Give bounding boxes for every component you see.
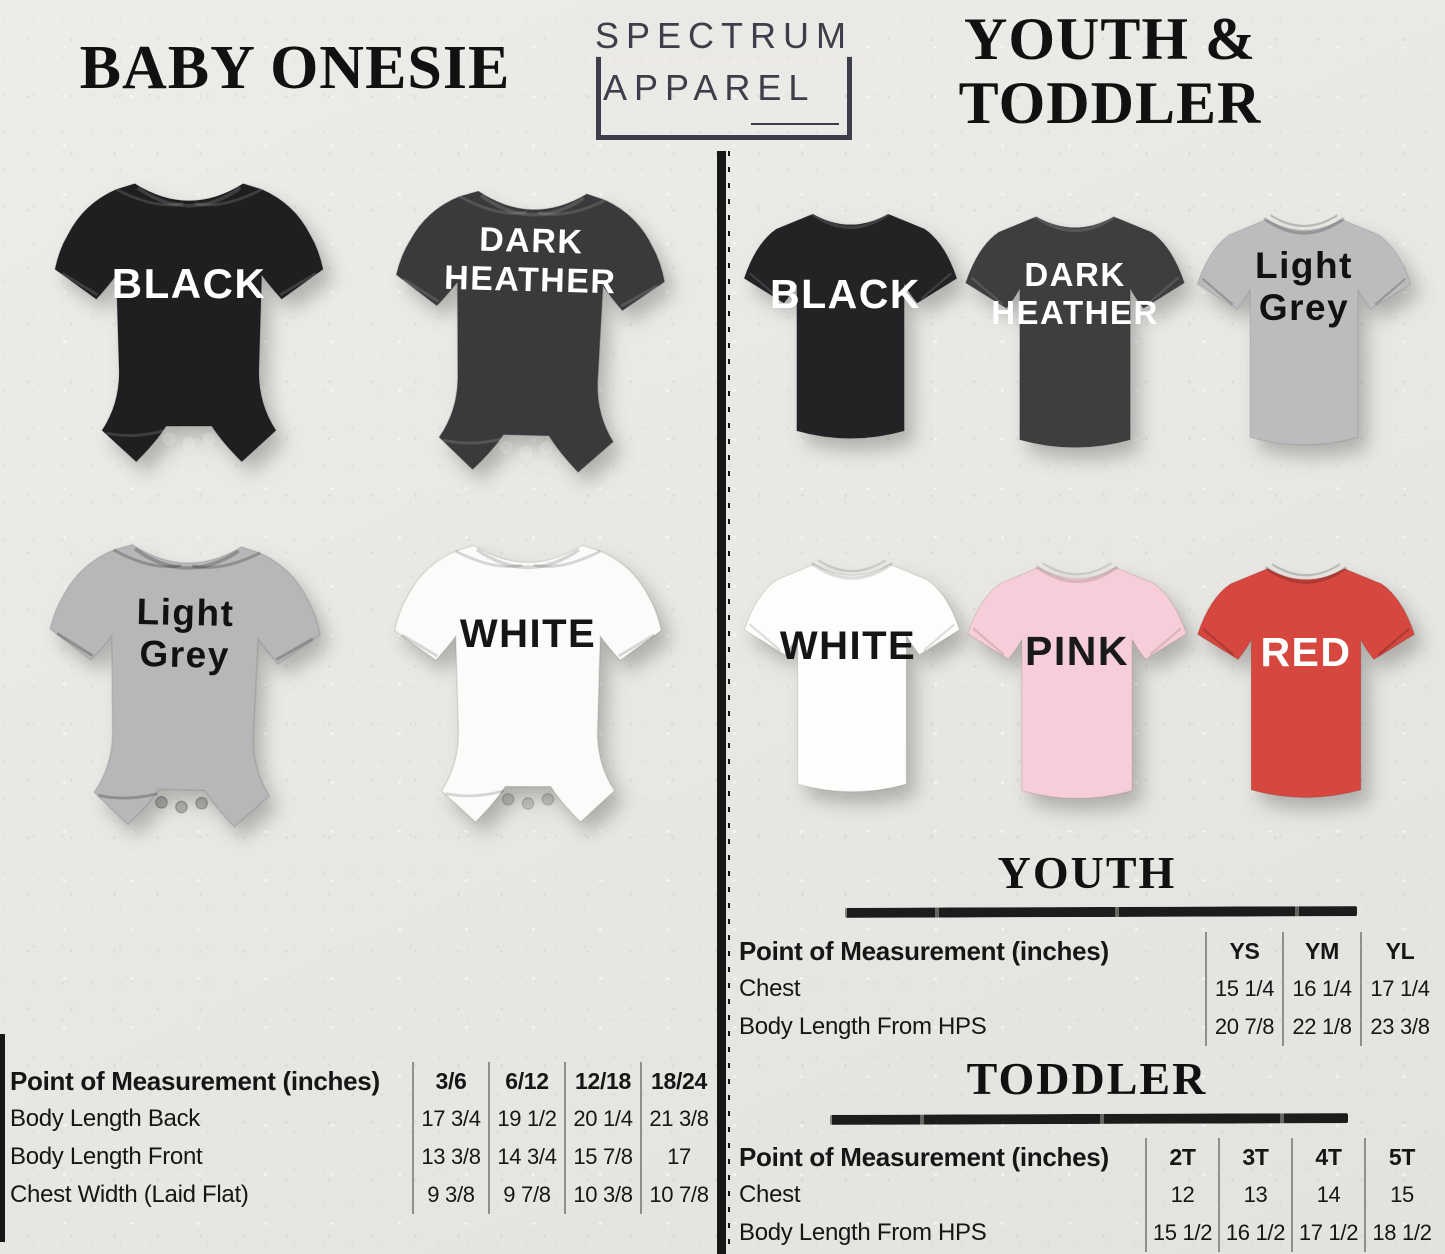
size-value: 18 1/2 — [1364, 1214, 1438, 1252]
size-col-header: 12/18 — [564, 1062, 640, 1100]
size-value: 12 — [1145, 1176, 1218, 1214]
size-value: 20 7/8 — [1205, 1008, 1282, 1046]
measurement-header: Point of Measurement (inches) — [739, 1141, 1109, 1172]
baby-onesie-title: BABY ONESIE — [79, 34, 511, 102]
color-label: Light Grey — [1255, 244, 1353, 329]
size-value: 23 3/8 — [1360, 1008, 1438, 1046]
brand-subname: APPAREL — [603, 67, 816, 109]
color-label: PINK — [1025, 627, 1129, 674]
size-value: 13 — [1218, 1176, 1291, 1214]
toddler-heading-underline-bar — [829, 1113, 1349, 1125]
size-value: 19 1/2 — [488, 1100, 564, 1138]
toddler-size-table: Point of Measurement (inches) 2T 3T 4T 5… — [737, 1138, 1438, 1252]
size-value: 17 1/2 — [1291, 1214, 1364, 1252]
youth-heading: YOUTH — [997, 847, 1177, 898]
size-col-header: 3/6 — [412, 1062, 488, 1100]
row-label: Body Length From HPS — [739, 1219, 987, 1246]
row-label: Chest Width (Laid Flat) — [10, 1181, 249, 1208]
baby-onesie-black: BLACK — [28, 158, 350, 486]
size-col-header: 4T — [1291, 1138, 1364, 1176]
size-value: 16 1/2 — [1218, 1214, 1291, 1252]
size-value: 9 3/8 — [412, 1176, 488, 1214]
size-value: 14 3/4 — [488, 1138, 564, 1176]
size-value: 15 1/2 — [1145, 1214, 1218, 1252]
vertical-divider-line — [717, 151, 730, 1254]
size-col-header: YL — [1360, 932, 1438, 970]
tshirt-graphic — [742, 558, 962, 794]
tee-red: RED — [1180, 523, 1432, 853]
color-label: DARK HEATHER — [443, 220, 617, 301]
size-value: 21 3/8 — [640, 1100, 716, 1138]
size-value: 16 1/4 — [1282, 970, 1360, 1008]
page-edge-sliver — [0, 1034, 5, 1242]
tee-light-grey: Light Grey — [1180, 172, 1428, 502]
size-value: 17 — [640, 1138, 716, 1176]
baby-onesie-dark-heather: DARK HEATHER — [368, 156, 691, 506]
size-value: 17 1/4 — [1360, 970, 1438, 1008]
tee-white: WHITE — [727, 516, 977, 850]
toddler-heading: TODDLER — [966, 1053, 1208, 1104]
onesie-graphic — [389, 187, 669, 477]
color-label: BLACK — [770, 271, 921, 318]
color-label: RED — [1260, 628, 1352, 675]
size-value: 14 — [1291, 1176, 1364, 1214]
baby-onesie-light-grey: Light Grey — [22, 509, 345, 862]
size-value: 13 3/8 — [412, 1138, 488, 1176]
size-value: 15 — [1364, 1176, 1438, 1214]
size-col-header: 2T — [1145, 1138, 1218, 1176]
row-label: Chest — [739, 975, 801, 1002]
row-label: Body Length From HPS — [739, 1013, 987, 1040]
color-label: WHITE — [459, 612, 597, 657]
size-col-header: 18/24 — [640, 1062, 716, 1100]
youth-size-table: Point of Measurement (inches) YS YM YL C… — [737, 932, 1438, 1046]
brand-name: SPECTRUM — [585, 14, 863, 57]
measurement-header: Point of Measurement (inches) — [10, 1065, 380, 1096]
size-value: 15 1/4 — [1205, 970, 1282, 1008]
row-label: Chest — [739, 1181, 801, 1208]
size-value: 9 7/8 — [488, 1176, 564, 1214]
onesie-graphic — [392, 543, 664, 824]
tee-pink: PINK — [950, 520, 1204, 856]
row-label: Body Length Front — [10, 1143, 203, 1170]
size-value: 10 3/8 — [564, 1176, 640, 1214]
size-col-header: YM — [1282, 932, 1360, 970]
measurement-header: Point of Measurement (inches) — [739, 935, 1109, 966]
size-value: 10 7/8 — [640, 1176, 716, 1214]
size-col-header: 6/12 — [488, 1062, 564, 1100]
color-label: WHITE — [779, 623, 917, 668]
tee-dark-heather: DARK HEATHER — [948, 169, 1202, 505]
color-label: BLACK — [111, 259, 267, 307]
baby-onesie-white: WHITE — [372, 512, 684, 854]
size-col-header: YS — [1205, 932, 1282, 970]
tee-black: BLACK — [727, 165, 974, 497]
tshirt-graphic — [1195, 562, 1417, 800]
size-value: 15 7/8 — [564, 1138, 640, 1176]
size-col-header: 5T — [1364, 1138, 1438, 1176]
color-label: Light Grey — [136, 590, 235, 677]
logo-underline — [751, 123, 839, 125]
youth-toddler-title: YOUTH & TODDLER — [958, 6, 1262, 136]
youth-heading-underline-bar — [844, 906, 1358, 918]
onesie-graphic — [53, 181, 325, 464]
tshirt-graphic — [966, 561, 1188, 801]
baby-size-table: Point of Measurement (inches) 3/6 6/12 1… — [8, 1062, 716, 1214]
color-label: DARK HEATHER — [991, 256, 1159, 332]
onesie-graphic — [44, 541, 324, 831]
size-value: 22 1/8 — [1282, 1008, 1360, 1046]
size-value: 20 1/4 — [564, 1100, 640, 1138]
row-label: Body Length Back — [10, 1105, 201, 1132]
size-value: 17 3/4 — [412, 1100, 488, 1138]
brand-logo: SPECTRUM APPAREL — [585, 14, 863, 140]
size-col-header: 3T — [1218, 1138, 1291, 1176]
tshirt-graphic — [1195, 213, 1413, 447]
tshirt-graphic — [964, 210, 1186, 450]
tshirt-graphic — [742, 208, 959, 441]
